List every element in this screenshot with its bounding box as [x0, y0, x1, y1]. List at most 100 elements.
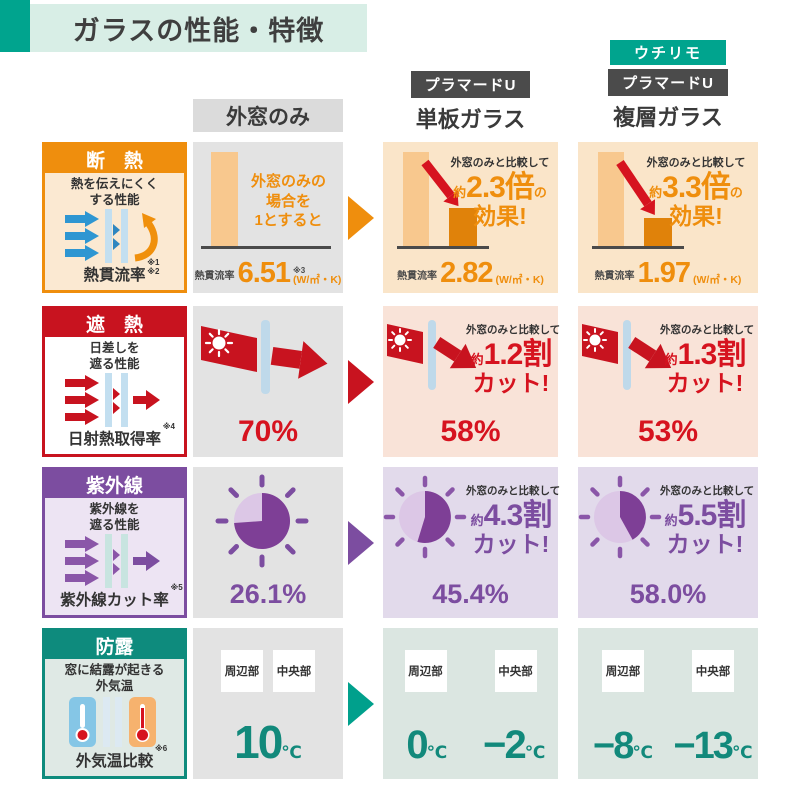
bar-after: [644, 218, 672, 246]
zone-label-edge: 周辺部: [221, 650, 263, 692]
column-label: 単板ガラス: [415, 107, 526, 132]
condensation-label-card: 防露 窓に結露が起きる 外気温: [42, 628, 187, 779]
single-cell-uv: 外窓のみと比較して 約4.3割 カット! 45.4%: [383, 467, 561, 618]
zone-label-center: 中央部: [273, 650, 315, 692]
metric-label: 外気温比較 ※6: [75, 743, 168, 770]
insulation-icon: [45, 208, 184, 263]
row-insulation: 断 熱 熱を伝えにくく する性能: [0, 142, 800, 293]
zone-label-edge: 周辺部: [404, 650, 447, 692]
zone-label-center: 中央部: [494, 650, 537, 692]
footnote-refs: ※1 ※2: [147, 257, 160, 276]
thermometers-icon: [45, 695, 184, 749]
effect-text: 約3.3倍の 効果!: [649, 171, 743, 229]
flow-arrow-icon: [348, 360, 374, 404]
cell-value: 53%: [637, 415, 699, 448]
baseline-cell-insulation: 外窓のみの 場合を 1とすると 熱貫流率 6.51 ※3 (W/㎡・K): [193, 142, 343, 293]
metric-value-row: 熱貫流率 2.82 (W/㎡・K): [397, 256, 544, 289]
series-badge: ウチリモ: [609, 40, 726, 65]
temperature-value: −13℃: [673, 725, 753, 767]
brand-badge: プラマードU: [410, 71, 531, 98]
baseline-cell-uv: 26.1%: [193, 467, 343, 618]
shading-label-card: 遮 熱 日差しを 遮る性能: [42, 306, 187, 457]
temperature-value: −2℃: [483, 723, 546, 767]
uv-block-icon: [45, 533, 184, 588]
column-header-baseline: 外窓のみ: [193, 99, 343, 132]
chart-baseline: [201, 246, 331, 249]
bar: [211, 152, 238, 246]
sun-pie-icon: [383, 475, 467, 564]
row-description: 窓に結露が起きる 外気温: [64, 663, 165, 694]
chart-baseline: [397, 246, 489, 249]
heat-shading-icon: [45, 372, 184, 427]
effect-text: 約1.3割 カット!: [664, 338, 747, 396]
baseline-value: 70%: [237, 415, 299, 448]
metric-value-row: 熱貫流率 1.97 (W/㎡・K): [594, 256, 742, 289]
flow-arrow-icon: [348, 682, 374, 726]
cell-value: 45.4%: [432, 579, 509, 609]
effect-text: 約2.3倍の 効果!: [453, 171, 547, 229]
flow-arrow-icon: [348, 521, 374, 565]
sun-through-glass-icon: [580, 318, 680, 401]
compare-note: 外窓のみと比較して: [660, 324, 755, 336]
compare-note: 外窓のみと比較して: [466, 485, 561, 497]
u-value: 2.82: [440, 256, 493, 289]
row-title: 断 熱: [45, 145, 184, 173]
row-condensation: 防露 窓に結露が起きる 外気温: [0, 628, 800, 779]
baseline-note: 外窓のみの 場合を 1とすると: [250, 173, 326, 229]
zone-label-center: 中央部: [692, 650, 734, 692]
double-cell-shading: 外窓のみと比較して 約1.3割 カット! 53%: [578, 306, 758, 457]
metric-label: 紫外線カット率 ※5: [60, 582, 183, 609]
baseline-cell-shading: 70%: [193, 306, 343, 457]
flow-arrow-icon: [348, 196, 374, 240]
compare-note: 外窓のみと比較して: [646, 157, 746, 169]
single-cell-shading: 外窓のみと比較して 約1.2割 カット! 58%: [383, 306, 561, 457]
compare-note: 外窓のみと比較して: [466, 324, 561, 336]
insulation-label-card: 断 熱 熱を伝えにくく する性能: [42, 142, 187, 293]
effect-text: 約5.5割 カット!: [664, 499, 747, 557]
corner-accent-block: [0, 0, 30, 52]
row-title: 紫外線: [45, 470, 184, 498]
u-value: 6.51: [237, 256, 291, 289]
footnote-refs: ※4: [162, 421, 175, 431]
column-header-double-glass: ウチリモ プラマードU 複層ガラス: [578, 40, 758, 132]
compare-note: 外窓のみと比較して: [450, 157, 550, 169]
baseline-bar-chart: 外窓のみの 場合を 1とすると: [201, 150, 336, 250]
comparison-bar-chart: [586, 150, 686, 250]
single-cell-condensation: 周辺部 中央部 0℃ −2℃: [383, 628, 558, 779]
metric-label: 熱貫流率 ※1 ※2: [83, 257, 160, 284]
double-cell-insulation: 外窓のみと比較して 約3.3倍の 効果! 熱貫流率 1.97 (W/㎡・K): [578, 142, 758, 293]
sun-pie-icon: [578, 475, 662, 564]
temperature-value: 10℃: [234, 716, 302, 768]
double-cell-condensation: 周辺部 中央部 −8℃ −13℃: [578, 628, 758, 779]
baseline-cell-condensation: 周辺部 中央部 10℃: [193, 628, 343, 779]
row-title: 防露: [45, 631, 184, 659]
cell-value: 58%: [440, 415, 501, 448]
baseline-value: 26.1%: [229, 579, 307, 609]
temperature-value: 0℃: [406, 723, 448, 767]
sun-pie-icon: [207, 471, 317, 576]
effect-text: 約4.3割 カット!: [470, 499, 553, 557]
comparison-bar-chart: [391, 150, 491, 250]
row-description: 熱を伝えにくく する性能: [70, 177, 159, 208]
double-cell-uv: 外窓のみと比較して 約5.5割 カット! 58.0%: [578, 467, 758, 618]
sun-through-glass-icon: [199, 318, 334, 403]
metric-value-row: 熱貫流率 6.51 ※3 (W/㎡・K): [194, 256, 342, 289]
chart-baseline: [592, 246, 684, 249]
footnote-refs: ※6: [155, 743, 168, 753]
column-label: 複層ガラス: [613, 105, 723, 130]
brand-badge: プラマードU: [608, 69, 728, 96]
temperature-value: −8℃: [593, 725, 653, 767]
page-title: ガラスの性能・特徴: [30, 4, 367, 52]
cell-value: 58.0%: [629, 579, 707, 609]
row-uv: 紫外線 紫外線を 遮る性能: [0, 467, 800, 618]
row-title: 遮 熱: [45, 309, 184, 337]
single-cell-insulation: 外窓のみと比較して 約2.3倍の 効果! 熱貫流率 2.82 (W/㎡・K): [383, 142, 558, 293]
row-heat-shading: 遮 熱 日差しを 遮る性能: [0, 306, 800, 457]
compare-note: 外窓のみと比較して: [660, 485, 755, 497]
metric-label: 日射熱取得率 ※4: [67, 421, 175, 448]
effect-text: 約1.2割 カット!: [470, 338, 553, 396]
sun-through-glass-icon: [385, 318, 485, 401]
zone-label-edge: 周辺部: [602, 650, 644, 692]
row-description: 日差しを 遮る性能: [89, 341, 140, 372]
